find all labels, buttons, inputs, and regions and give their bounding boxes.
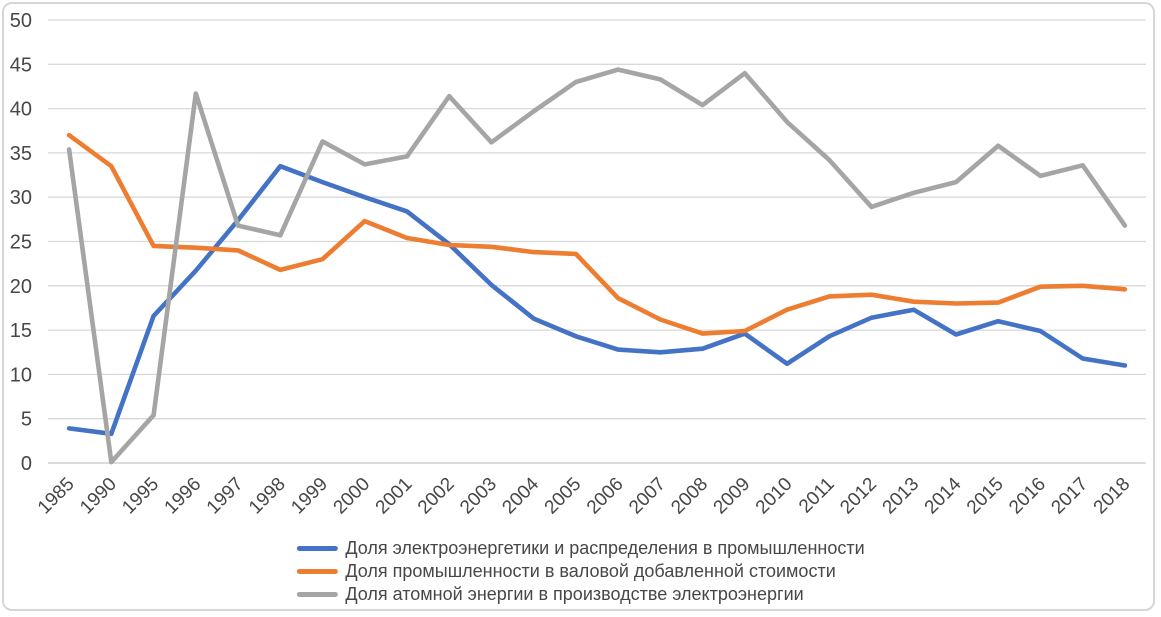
series-line-0	[66, 163, 1128, 437]
y-tick-label: 40	[10, 99, 32, 121]
y-tick-label: 5	[21, 409, 32, 431]
x-tick-label: 1997	[203, 474, 248, 519]
y-tick-label: 50	[10, 10, 32, 32]
x-tick-label: 2015	[963, 474, 1008, 519]
y-tick-label: 25	[10, 232, 32, 254]
x-tick-label: 2013	[879, 474, 924, 519]
series-line-2	[66, 67, 1128, 465]
x-tick-label: 2003	[456, 474, 501, 519]
x-tick-label: 2005	[541, 474, 586, 519]
x-tick-label: 2012	[836, 474, 881, 519]
x-tick-label: 2016	[1005, 474, 1050, 519]
y-tick-label: 15	[10, 320, 32, 342]
y-tick-label: 30	[10, 187, 32, 209]
x-tick-label: 2011	[795, 474, 839, 518]
y-tick-label: 45	[10, 54, 32, 76]
x-tick-label: 2010	[752, 474, 797, 519]
x-tick-label: 1996	[161, 474, 206, 519]
x-tick-label: 2002	[414, 474, 459, 519]
x-tick-label: 2004	[498, 473, 543, 518]
x-tick-label: 2018	[1090, 474, 1135, 519]
y-tick-label: 10	[10, 364, 32, 386]
legend-line-marker-blue	[296, 546, 338, 551]
legend-label: Доля атомной энергии в производстве элек…	[345, 584, 804, 604]
x-tick-label: 2000	[330, 474, 375, 519]
legend-line-marker-gray	[296, 592, 338, 597]
x-tick-label: 1998	[245, 474, 290, 519]
x-tick-label: 1999	[287, 474, 332, 519]
legend-line-marker-orange	[296, 569, 338, 574]
x-tick-label: 2014	[921, 473, 966, 518]
x-tick-label: 2007	[625, 474, 670, 519]
x-tick-label: 2001	[372, 474, 417, 519]
x-tick-label: 1985	[34, 474, 79, 519]
y-tick-label: 20	[10, 276, 32, 298]
legend-item: Доля промышленности в валовой добавленно…	[296, 560, 864, 583]
x-tick-label: 2006	[583, 474, 628, 519]
legend-item: Доля электроэнергетики и распределения в…	[296, 537, 865, 560]
x-tick-label: 2008	[667, 474, 712, 519]
x-tick-label: 1990	[76, 474, 121, 519]
legend-label: Доля промышленности в валовой добавленно…	[345, 561, 836, 581]
y-tick-label: 0	[21, 453, 32, 475]
x-tick-label: 2009	[710, 474, 755, 519]
y-tick-label: 35	[10, 143, 32, 165]
legend-item: Доля атомной энергии в производстве элек…	[296, 583, 864, 606]
legend-label: Доля электроэнергетики и распределения в…	[345, 538, 865, 558]
x-tick-label: 1995	[118, 474, 163, 519]
x-tick-label: 2017	[1047, 474, 1092, 519]
series-line-1	[66, 132, 1128, 336]
chart-legend: Доля электроэнергетики и распределения в…	[296, 537, 865, 606]
